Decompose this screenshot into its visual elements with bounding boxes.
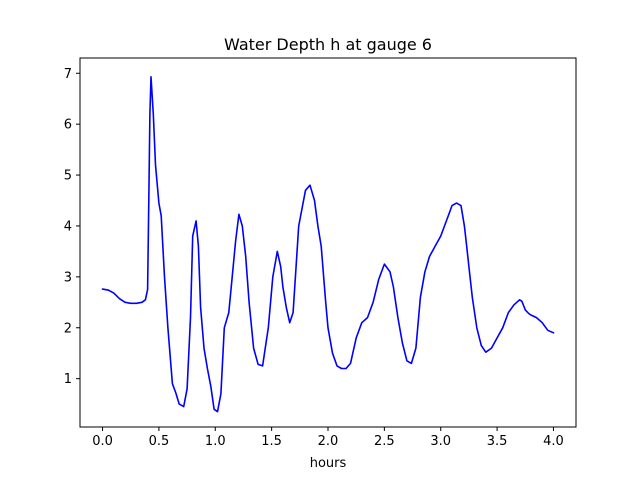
y-tick-label: 1 bbox=[64, 372, 72, 387]
x-axis-label: hours bbox=[310, 456, 347, 471]
y-tick-label: 3 bbox=[64, 270, 72, 285]
series-line-0 bbox=[101, 76, 555, 413]
plot-area: 0.0 0.5 1.0 1.5 2.0 2.5 3.0 3.5 4.0 1 2 3 4 5 6 7 bbox=[64, 57, 577, 449]
y-tick-label: 7 bbox=[64, 67, 72, 82]
x-tick-label: 3.5 bbox=[487, 434, 508, 449]
x-tick-label: 1.0 bbox=[205, 434, 226, 449]
x-tick-label: 4.0 bbox=[543, 434, 564, 449]
x-tick-label: 3.0 bbox=[430, 434, 451, 449]
y-tick-label: 2 bbox=[64, 321, 72, 336]
x-tick-label: 0.5 bbox=[149, 434, 170, 449]
y-tick-label: 4 bbox=[64, 219, 72, 234]
x-tick-label: 1.5 bbox=[261, 434, 282, 449]
chart-title: Water Depth h at gauge 6 bbox=[224, 35, 432, 54]
y-tick-label: 5 bbox=[64, 169, 72, 184]
x-tick-label: 2.0 bbox=[318, 434, 339, 449]
x-tick-label: 0.0 bbox=[92, 434, 113, 449]
y-tick-label: 6 bbox=[64, 118, 72, 133]
x-tick-label: 2.5 bbox=[374, 434, 395, 449]
